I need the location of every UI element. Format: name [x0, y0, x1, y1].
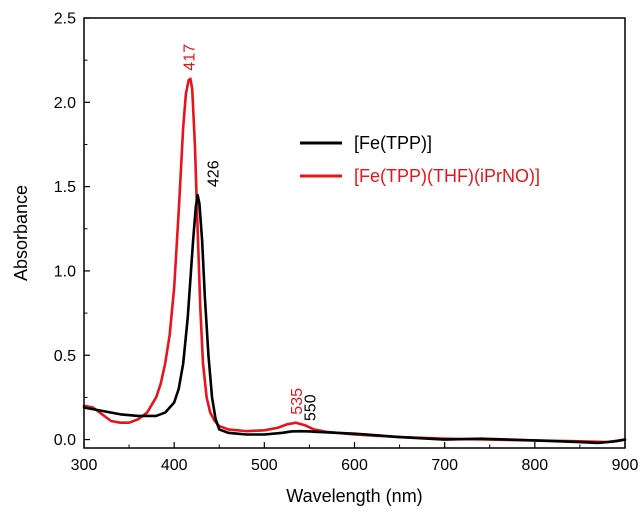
- x-tick-label: 300: [71, 457, 98, 474]
- peak-label-417: 417: [182, 44, 199, 71]
- y-tick-label: 2.0: [54, 95, 76, 112]
- legend: [Fe(TPP)] [Fe(TPP)(THF)(iPrNO)]: [300, 133, 540, 186]
- y-tick-label: 0.0: [54, 432, 76, 449]
- peak-label-535: 535: [289, 388, 306, 415]
- y-tick-label: 1.0: [54, 263, 76, 280]
- plot-frame: [83, 17, 626, 449]
- x-tick-label: 400: [161, 457, 188, 474]
- x-axis-title: Wavelength (nm): [286, 486, 422, 506]
- x-tick-label: 800: [521, 457, 548, 474]
- y-axis-title: Absorbance: [11, 185, 31, 281]
- x-tick-label: 600: [341, 457, 368, 474]
- x-tick-label: 700: [431, 457, 458, 474]
- legend-label: [Fe(TPP)]: [354, 133, 432, 153]
- x-axis-ticks: 300 400 500 600 700 800 900: [71, 442, 639, 474]
- peak-label-426: 426: [206, 160, 223, 187]
- peak-label-550: 550: [302, 394, 319, 421]
- series-lines: [82, 77, 627, 445]
- y-tick-label: 1.5: [54, 179, 76, 196]
- x-tick-label: 900: [612, 457, 639, 474]
- legend-label: [Fe(TPP)(THF)(iPrNO)]: [354, 166, 540, 186]
- series-line-0: [82, 193, 627, 445]
- x-tick-label: 500: [251, 457, 278, 474]
- y-tick-label: 2.5: [54, 11, 76, 28]
- y-tick-label: 0.5: [54, 348, 76, 365]
- y-axis-ticks: 0.0 0.5 1.0 1.5 2.0 2.5: [54, 11, 90, 449]
